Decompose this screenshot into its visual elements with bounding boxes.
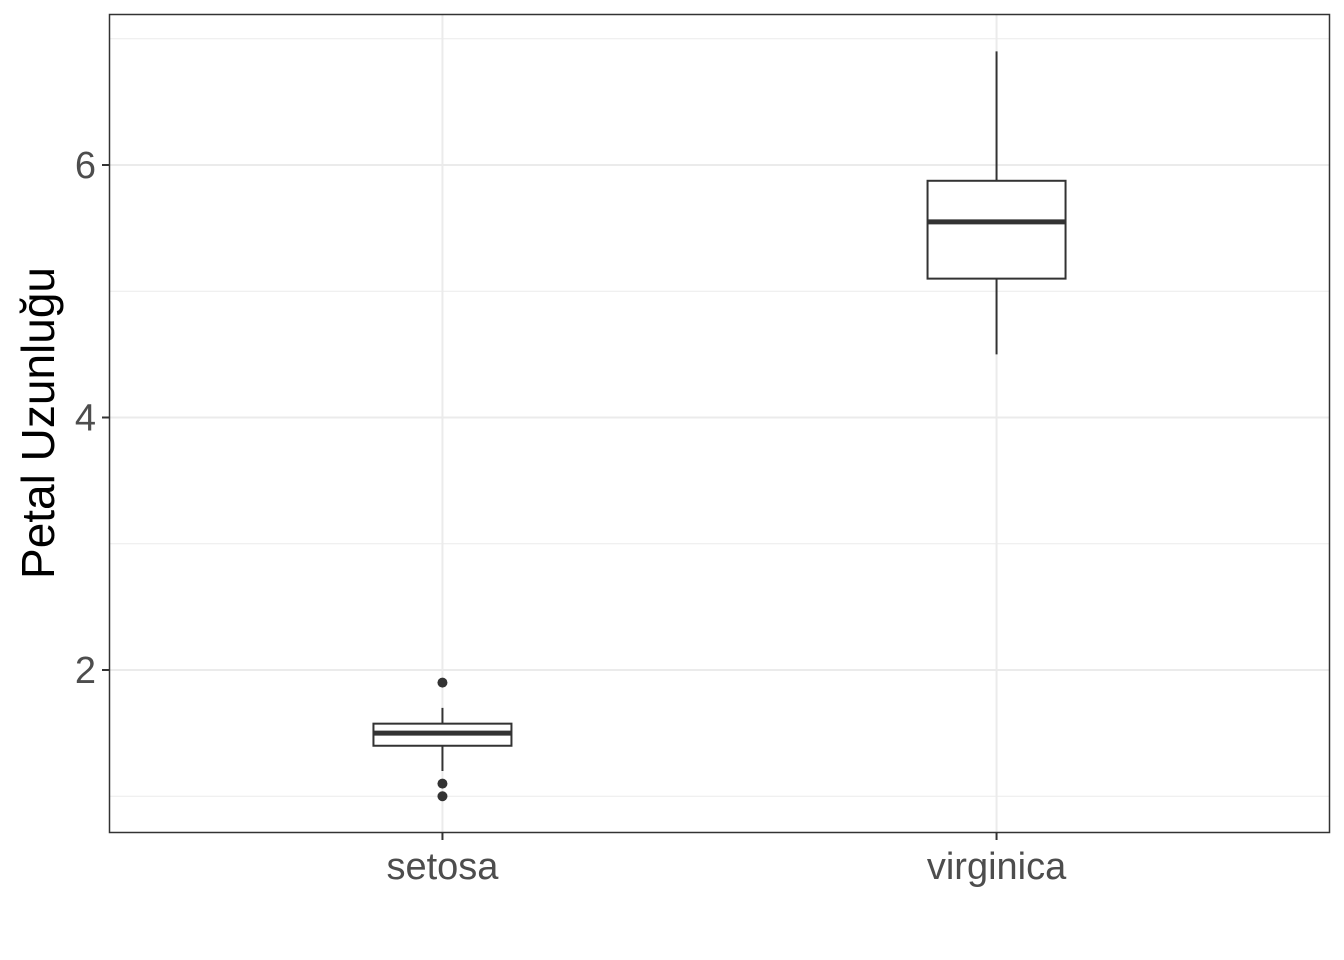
box-iqr: [926, 179, 1067, 280]
panel-border: [108, 13, 1331, 834]
boxplots: [372, 51, 1067, 802]
grid-lines: [110, 15, 1329, 832]
outlier-point: [437, 778, 448, 789]
x-tick-label: virginica: [927, 846, 1067, 888]
axes: 2 4 6 setosa virginica: [75, 145, 1067, 888]
y-tick-label: 6: [75, 145, 96, 187]
boxplot-virginica: [926, 51, 1067, 355]
y-tick-label: 4: [75, 398, 96, 440]
x-tick-label: setosa: [386, 846, 499, 888]
y-tick-label: 2: [75, 650, 96, 692]
y-axis-title: Petal Uzunluğu: [12, 267, 64, 579]
boxplot-setosa: [372, 677, 513, 802]
outlier-point: [437, 791, 448, 802]
outlier-point: [437, 677, 448, 688]
